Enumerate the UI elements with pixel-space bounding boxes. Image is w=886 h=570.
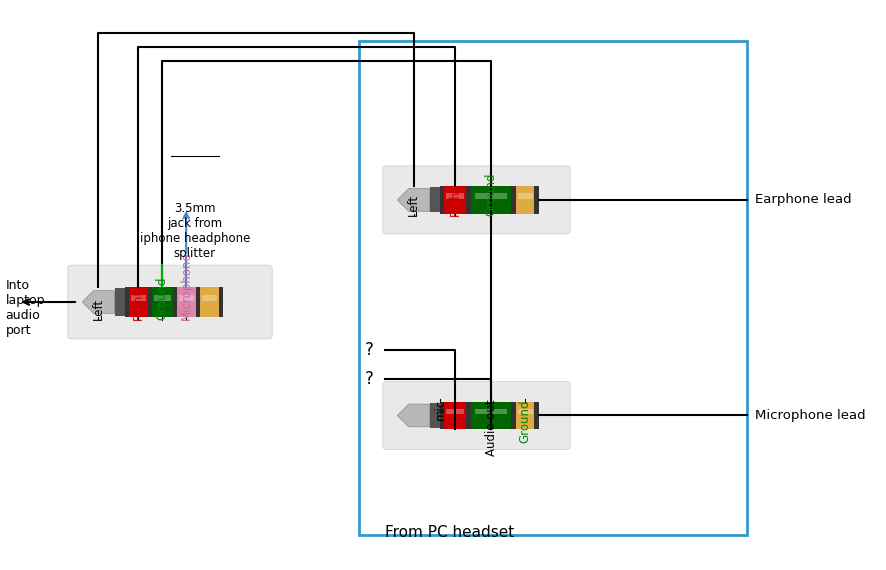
- Bar: [447, 409, 464, 414]
- Bar: [475, 409, 508, 414]
- Bar: [511, 186, 516, 214]
- Bar: [202, 295, 217, 300]
- Bar: [125, 287, 129, 317]
- Text: Left: Left: [92, 298, 105, 320]
- Text: ?: ?: [365, 370, 374, 388]
- Polygon shape: [397, 189, 430, 211]
- Text: From PC headset: From PC headset: [385, 525, 514, 540]
- Text: Earphone lead: Earphone lead: [755, 193, 851, 206]
- Bar: [148, 287, 152, 317]
- Bar: [152, 287, 173, 317]
- Bar: [219, 287, 222, 317]
- Polygon shape: [82, 291, 114, 314]
- Bar: [177, 287, 196, 317]
- Text: Ground: Ground: [156, 276, 169, 320]
- Bar: [466, 402, 470, 429]
- Text: 3.5mm
jack from
iphone headphone
splitter: 3.5mm jack from iphone headphone splitte…: [139, 202, 250, 260]
- Bar: [129, 287, 148, 317]
- Bar: [444, 186, 466, 214]
- Text: Microphone lead: Microphone lead: [755, 409, 866, 422]
- Bar: [444, 402, 466, 429]
- Bar: [359, 41, 747, 535]
- Bar: [440, 402, 444, 429]
- Bar: [173, 287, 177, 317]
- Bar: [470, 186, 511, 214]
- Bar: [440, 186, 444, 214]
- Text: Microphone: Microphone: [180, 251, 192, 320]
- Bar: [179, 295, 194, 300]
- Bar: [131, 295, 146, 300]
- Text: ?: ?: [365, 341, 374, 359]
- Bar: [475, 193, 508, 198]
- Text: Audio out: Audio out: [485, 399, 498, 455]
- Text: Right: Right: [132, 288, 145, 320]
- FancyBboxPatch shape: [383, 381, 571, 450]
- Bar: [154, 295, 170, 300]
- Text: Left: Left: [407, 194, 420, 217]
- Bar: [534, 186, 539, 214]
- Text: Right: Right: [449, 185, 462, 217]
- Text: Into
laptop
audio
port: Into laptop audio port: [5, 279, 45, 337]
- Text: mic: mic: [433, 399, 447, 420]
- Bar: [511, 402, 516, 429]
- Text: Ground: Ground: [518, 399, 532, 442]
- Bar: [447, 193, 464, 198]
- Bar: [200, 287, 219, 317]
- Text: Ground: Ground: [485, 173, 498, 217]
- FancyBboxPatch shape: [68, 265, 272, 339]
- Bar: [430, 403, 440, 428]
- Bar: [534, 402, 539, 429]
- Bar: [517, 409, 532, 414]
- Bar: [470, 402, 511, 429]
- Bar: [516, 402, 534, 429]
- FancyBboxPatch shape: [383, 166, 571, 234]
- Bar: [430, 188, 440, 213]
- Bar: [516, 186, 534, 214]
- Bar: [466, 186, 470, 214]
- Bar: [196, 287, 200, 317]
- Polygon shape: [397, 404, 430, 427]
- Bar: [517, 193, 532, 198]
- Bar: [114, 288, 125, 316]
